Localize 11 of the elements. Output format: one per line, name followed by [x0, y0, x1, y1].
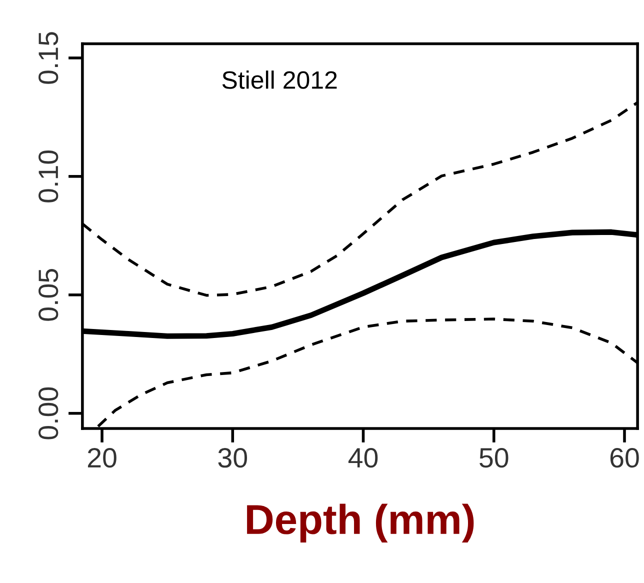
y-tick-label: 0.10: [38, 150, 58, 202]
x-tick-label: 20: [88, 448, 116, 468]
x-axis-title: Depth (mm): [247, 504, 474, 543]
annotation: Stiell 2012: [222, 70, 337, 89]
x-tick-label: 50: [480, 448, 508, 468]
x-tick-label: 60: [610, 448, 639, 468]
x-tick-label: 40: [348, 448, 378, 468]
y-tick-label: 0.00: [38, 387, 58, 440]
y-tick-label: 0.05: [38, 269, 58, 321]
x-tick-label: 30: [218, 448, 248, 468]
y-tick-label: 0.15: [38, 32, 58, 84]
